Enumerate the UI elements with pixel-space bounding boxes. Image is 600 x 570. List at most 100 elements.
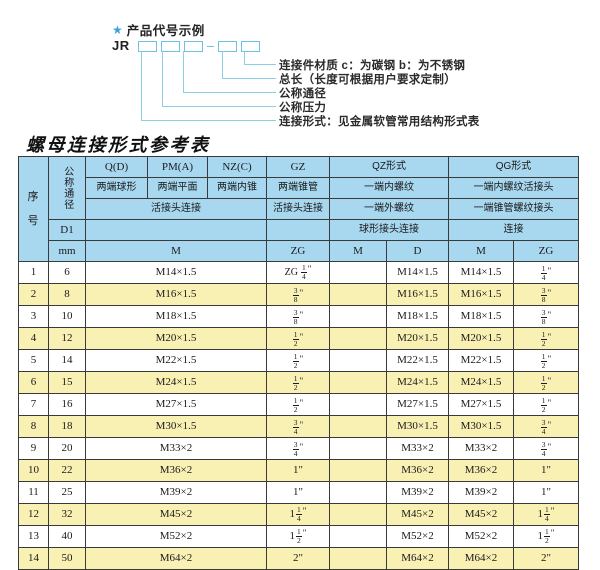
cell-gz-zg: 1" [266,459,330,482]
leader-line-h-2 [162,106,276,107]
cell-union-thread: M24×1.5 [85,371,267,394]
leader-line-h-3 [183,92,276,93]
header-code-qg: QG形式 [448,156,580,178]
header-unit-qg-m: M [448,240,515,262]
cell-gz-zg: 1 2 " [266,327,330,350]
cell-qg-zg: 1" [513,481,580,504]
cell-qz-d: M64×2 [385,547,450,570]
diagram-label-total-length: 总长（长度可根据用户要求定制） [279,74,456,86]
diagram-label-connection-form: 连接形式：见金属软管常用结构形式表 [279,116,480,128]
cell-seq: 12 [18,503,49,526]
table-row: 11 25 M39×2 1" M39×2 M39×2 1" [18,481,580,504]
header-connect-qg: 一端锥管螺纹接头 [448,198,580,220]
table-row: 14 50 M64×2 2" M64×2 M64×2 2" [18,547,580,570]
table-body: 1 6 M14×1.5 ZG 1 4 " M14×1.5 M14×1.5 1 4 " 2 8 M16×1.5… [18,261,580,570]
header-row-desc: 两端球形 两端平面 两端内锥 两端锥管 一端内螺纹 一端内螺纹活接头 [19,177,580,199]
table-row: 1 6 M14×1.5 ZG 1 4 " M14×1.5 M14×1.5 1 4 " [18,261,580,284]
cell-qg-m: M18×1.5 [448,305,515,328]
cell-qg-zg: 3 8 " [513,305,580,328]
header-desc-nzc: 两端内锥 [207,177,267,199]
cell-seq: 3 [18,305,49,328]
code-prefix-label: JR [112,38,130,53]
leader-line-v-2 [162,51,163,106]
table-row: 5 14 M22×1.5 1 2 " M22×1.5 M22×1.5 1 2 " [18,349,580,372]
diagram-heading-row: ★ 产品代号示例 [112,20,205,39]
header-connect-qz: 一端外螺纹 [328,198,450,220]
header-seq-line1: 序 [27,190,40,203]
cell-gz-zg: 1" [266,481,330,504]
cell-qz-d: M30×1.5 [385,415,450,438]
cell-qg-m: M14×1.5 [448,261,515,284]
header-desc-qz: 一端内螺纹 [328,177,450,199]
code-dash-icon [207,46,214,47]
cell-seq: 8 [18,415,49,438]
cell-qg-zg: 1 1 4 " [513,503,580,526]
code-box-5 [241,41,260,52]
cell-seq: 7 [18,393,49,416]
cell-gz-zg: 1 2 " [266,349,330,372]
cell-qg-m: M33×2 [448,437,515,460]
header-blank-union [85,219,267,241]
cell-qg-m: M27×1.5 [448,393,515,416]
cell-gz-zg: 1 2 " [266,393,330,416]
cell-nominal-bore: 10 [48,305,86,328]
header-blank-gz [266,219,330,241]
header-code-qz: QZ形式 [328,156,450,178]
leader-line-h-4 [222,78,276,79]
header-unit-qz-m: M [329,240,387,262]
header-row-code: 序 号 公称通径 Q(D) PM(A) NZ(C) GZ QZ形式 QG形式 [18,156,580,262]
leader-line-h-5 [244,64,276,65]
header-seq: 序 号 [18,156,49,262]
nut-connection-spec-table: 序 号 公称通径 Q(D) PM(A) NZ(C) GZ QZ形式 QG形式 两… [18,156,580,570]
cell-union-thread: M45×2 [85,503,267,526]
cell-seq: 11 [18,481,49,504]
table-row: 12 32 M45×2 1 1 4 " M45×2 M45×2 1 1 4 " [18,503,580,526]
diagram-label-nominal-pressure: 公称压力 [279,102,327,114]
cell-seq: 10 [18,459,49,482]
cell-union-thread: M36×2 [85,459,267,482]
cell-qz-d: M27×1.5 [385,393,450,416]
cell-qz-d: M14×1.5 [385,261,450,284]
header-d1: D1 [48,219,86,241]
header-connect-gz: 活接头连接 [266,198,330,220]
spec-table-container: 序 号 公称通径 Q(D) PM(A) NZ(C) GZ QZ形式 QG形式 两… [18,156,580,570]
cell-qz-d: M16×1.5 [385,283,450,306]
cell-qg-m: M30×1.5 [448,415,515,438]
cell-qg-zg: 1" [513,459,580,482]
cell-qg-m: M22×1.5 [448,349,515,372]
diagram-label-nominal-bore: 公称通径 [279,88,327,100]
cell-qg-zg: 3 4 " [513,415,580,438]
cell-qg-zg: 1 2 " [513,327,580,350]
cell-qg-zg: 3 4 " [513,437,580,460]
header-desc-qd: 两端球形 [85,177,148,199]
cell-nominal-bore: 12 [48,327,86,350]
table-row: 13 40 M52×2 1 1 2 " M52×2 M52×2 1 1 2 " [18,525,580,548]
star-icon: ★ [112,22,123,37]
cell-qz-m [329,547,387,570]
cell-qz-d: M24×1.5 [385,371,450,394]
header-nominal-bore: 公称通径 [48,156,86,220]
cell-qz-d: M36×2 [385,459,450,482]
cell-seq: 2 [18,283,49,306]
cell-union-thread: M14×1.5 [85,261,267,284]
header-connect2-qz: 球形接头连接 [328,219,450,241]
cell-qz-m [329,393,387,416]
cell-union-thread: M27×1.5 [85,393,267,416]
table-header: 序 号 公称通径 Q(D) PM(A) NZ(C) GZ QZ形式 QG形式 两… [18,156,580,262]
cell-gz-zg: 1 2 " [266,371,330,394]
cell-qz-d: M45×2 [385,503,450,526]
cell-union-thread: M64×2 [85,547,267,570]
cell-qz-d: M52×2 [385,525,450,548]
cell-qz-m [329,437,387,460]
cell-qg-zg: 1 1 2 " [513,525,580,548]
cell-qg-m: M16×1.5 [448,283,515,306]
header-desc-pma: 两端平面 [147,177,208,199]
header-connect2-qg: 连接 [448,219,580,241]
cell-qg-m: M20×1.5 [448,327,515,350]
cell-union-thread: M22×1.5 [85,349,267,372]
table-row: 6 15 M24×1.5 1 2 " M24×1.5 M24×1.5 1 2 " [18,371,580,394]
header-unit-qg-zg: ZG [513,240,580,262]
page-title: 螺母连接形式参考表 [26,135,211,155]
cell-qg-zg: 1 2 " [513,371,580,394]
cell-union-thread: M18×1.5 [85,305,267,328]
